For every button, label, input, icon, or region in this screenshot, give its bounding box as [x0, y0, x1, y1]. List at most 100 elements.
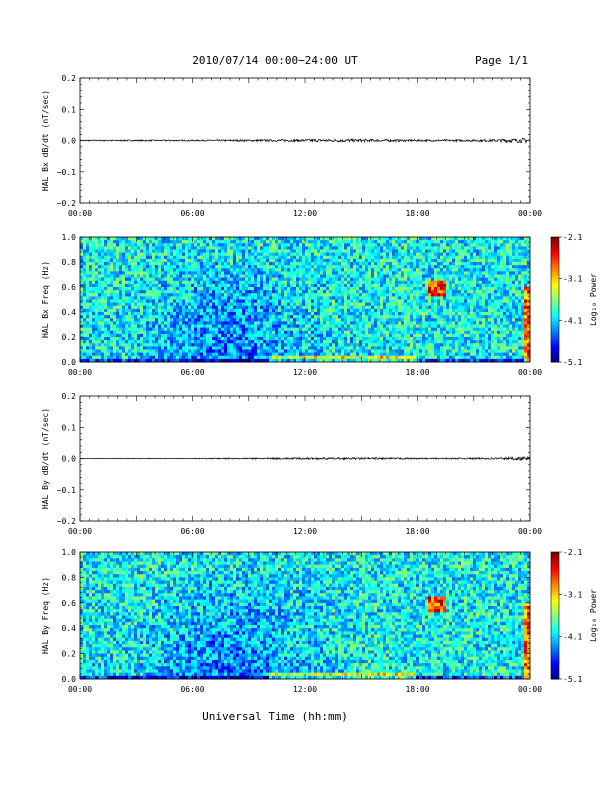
heatmap-cell: [350, 299, 354, 304]
heatmap-cell: [434, 258, 438, 263]
heatmap-cell: [233, 268, 237, 272]
heatmap-cell: [272, 258, 276, 263]
heatmap-cell: [104, 352, 108, 357]
heatmap-cell: [407, 340, 411, 344]
heatmap-cell: [224, 268, 228, 272]
heatmap-cell: [230, 340, 234, 344]
heatmap-cell: [383, 252, 387, 257]
heatmap-cell: [155, 333, 159, 338]
heatmap-cell: [320, 240, 324, 244]
heatmap-cell: [224, 358, 228, 363]
heatmap-cell: [338, 293, 342, 297]
heatmap-cell: [89, 271, 93, 275]
heatmap-cell: [323, 333, 327, 338]
heatmap-cell: [203, 287, 207, 291]
heatmap-cell: [434, 249, 438, 254]
heatmap-cell: [404, 252, 408, 257]
heatmap-cell: [134, 268, 138, 272]
heatmap-cell: [140, 343, 144, 347]
heatmap-cell: [227, 287, 231, 291]
heatmap-cell: [410, 262, 414, 266]
heatmap-cell: [242, 293, 246, 297]
heatmap-cell: [107, 277, 111, 282]
heatmap-cell: [401, 274, 405, 279]
heatmap-cell: [167, 240, 171, 244]
heatmap-cell: [152, 324, 156, 329]
heatmap-cell: [212, 268, 216, 272]
heatmap-cell: [251, 337, 255, 341]
heatmap-cell: [398, 308, 402, 313]
heatmap-cell: [296, 302, 300, 307]
heatmap-cell: [239, 315, 243, 319]
heatmap-cell: [371, 258, 375, 263]
heatmap-cell: [122, 262, 126, 266]
heatmap-cell: [83, 287, 87, 291]
heatmap-cell: [218, 358, 222, 363]
heatmap-cell: [236, 280, 240, 285]
heatmap-cell: [296, 346, 300, 350]
heatmap-cell: [281, 349, 285, 354]
heatmap-cell: [122, 293, 126, 297]
heatmap-cell: [236, 308, 240, 313]
heatmap-cell: [326, 308, 330, 313]
heatmap-cell: [296, 337, 300, 341]
heatmap-cell: [254, 330, 258, 335]
heatmap-cell: [242, 333, 246, 338]
heatmap-cell: [374, 333, 378, 338]
heatmap-cell: [428, 255, 432, 260]
heatmap-cell: [245, 321, 249, 325]
heatmap-cell: [164, 337, 168, 341]
heatmap-cell: [155, 355, 159, 360]
heatmap-cell: [377, 268, 381, 272]
heatmap-cell: [248, 337, 252, 341]
heatmap-cell: [200, 321, 204, 325]
heatmap-cell: [428, 283, 432, 288]
heatmap-cell: [344, 308, 348, 313]
heatmap-cell: [287, 324, 291, 329]
heatmap-cell: [152, 271, 156, 275]
heatmap-cell: [224, 290, 228, 294]
heatmap-cell: [188, 312, 192, 316]
heatmap-cell: [419, 265, 423, 269]
heatmap-cell: [116, 290, 120, 294]
heatmap-cell: [368, 287, 372, 291]
heatmap-cell: [419, 243, 423, 247]
heatmap-cell: [308, 299, 312, 304]
heatmap-cell: [170, 312, 174, 316]
heatmap-cell: [278, 265, 282, 269]
heatmap-cell: [179, 337, 183, 341]
heatmap-cell: [248, 240, 252, 244]
heatmap-cell: [353, 290, 357, 294]
heatmap-cell: [332, 271, 336, 275]
heatmap-cell: [377, 340, 381, 344]
heatmap-cell: [347, 262, 351, 266]
heatmap-cell: [293, 252, 297, 257]
heatmap-cell: [305, 287, 309, 291]
heatmap-cell: [263, 258, 267, 263]
heatmap-cell: [344, 330, 348, 335]
heatmap-cell: [212, 280, 216, 285]
heatmap-cell: [323, 265, 327, 269]
heatmap-cell: [389, 243, 393, 247]
heatmap-cell: [272, 277, 276, 282]
heatmap-cell: [431, 346, 435, 350]
heatmap-cell: [179, 258, 183, 263]
heatmap-cell: [347, 308, 351, 313]
heatmap-cell: [398, 280, 402, 285]
heatmap-cell: [314, 337, 318, 341]
heatmap-cell: [254, 249, 258, 254]
heatmap-cell: [122, 349, 126, 354]
heatmap-cell: [299, 321, 303, 325]
heatmap-cell: [416, 299, 420, 304]
heatmap-cell: [353, 293, 357, 297]
heatmap-cell: [449, 305, 453, 310]
heatmap-cell: [146, 333, 150, 338]
heatmap-cell: [224, 280, 228, 285]
heatmap-cell: [227, 324, 231, 329]
heatmap-cell: [134, 312, 138, 316]
heatmap-cell: [347, 321, 351, 325]
heatmap-cell: [131, 346, 135, 350]
heatmap-cell: [188, 327, 192, 332]
heatmap-cell: [407, 249, 411, 254]
heatmap-cell: [437, 343, 441, 347]
